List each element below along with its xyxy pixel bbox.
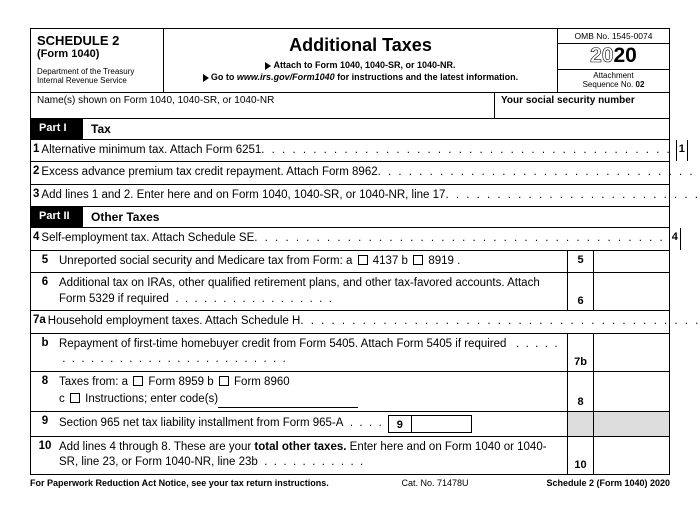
dept-line-2: Internal Revenue Service: [37, 77, 157, 86]
line-desc: Alternative minimum tax. Attach Form 625…: [41, 140, 675, 162]
triangle-icon: [203, 74, 209, 82]
line-1: 1 Alternative minimum tax. Attach Form 6…: [31, 140, 669, 163]
leader-dots: [378, 165, 700, 181]
part-2-bar: Part II Other Taxes: [31, 207, 669, 228]
line-9: 9 Section 965 net tax liability installm…: [31, 412, 669, 436]
part-1-title: Tax: [83, 119, 119, 139]
line-10: 10 Add lines 4 through 8. These are your…: [31, 436, 669, 474]
form-container: SCHEDULE 2 (Form 1040) Department of the…: [30, 28, 670, 475]
amount-field[interactable]: [593, 251, 669, 273]
line-number: 6: [31, 273, 59, 310]
checkbox-8959[interactable]: [133, 376, 143, 386]
attach-instruction: Attach to Form 1040, 1040-SR, or 1040-NR…: [170, 60, 551, 70]
line-desc: Additional tax on IRAs, other qualified …: [59, 273, 567, 310]
line-7a: 7a Household employment taxes. Attach Sc…: [31, 311, 669, 334]
line-number: 5: [31, 251, 59, 273]
leader-dots: [445, 188, 700, 204]
line-number: 2: [31, 162, 41, 184]
amount-field[interactable]: [593, 437, 669, 474]
line-number: 7a: [31, 311, 48, 333]
schedule-label: SCHEDULE 2: [37, 33, 157, 48]
line-number: 4: [31, 228, 41, 250]
line-number: 3: [31, 185, 41, 207]
line-number: 1: [31, 140, 41, 162]
leader-dots: [254, 231, 664, 247]
paperwork-notice: For Paperwork Reduction Act Notice, see …: [30, 478, 360, 488]
amount-field[interactable]: [593, 334, 669, 371]
amount-spacer: [593, 412, 669, 436]
part-2-title: Other Taxes: [83, 207, 167, 227]
line-8: 8 Taxes from: a Form 8959 b Form 8960 c …: [31, 372, 669, 412]
line-box: 7b: [567, 334, 593, 371]
amount-field[interactable]: [680, 228, 681, 250]
amount-field[interactable]: [593, 273, 669, 310]
part-2-label: Part II: [31, 207, 83, 227]
inline-amount-9[interactable]: [412, 415, 472, 433]
line-9-inline-box: 9: [388, 415, 412, 433]
goto-instruction: Go to www.irs.gov/Form1040 for instructi…: [170, 72, 551, 82]
name-field-label: Name(s) shown on Form 1040, 1040-SR, or …: [31, 93, 494, 118]
ssn-field-label: Your social security number: [494, 93, 669, 118]
code-entry-line[interactable]: [218, 397, 358, 408]
catalog-number: Cat. No. 71478U: [360, 478, 510, 488]
line-5: 5 Unreported social security and Medicar…: [31, 251, 669, 274]
line-2: 2 Excess advance premium tax credit repa…: [31, 162, 669, 185]
tax-year: 2020: [558, 44, 669, 70]
line-3: 3 Add lines 1 and 2. Enter here and on F…: [31, 185, 669, 208]
omb-number: OMB No. 1545-0074: [558, 29, 669, 44]
line-desc: Add lines 1 and 2. Enter here and on For…: [41, 185, 700, 207]
header-center: Additional Taxes Attach to Form 1040, 10…: [164, 29, 557, 92]
line-desc: Taxes from: a Form 8959 b Form 8960 c In…: [59, 372, 567, 411]
form-footer: For Paperwork Reduction Act Notice, see …: [30, 475, 670, 488]
part-1-label: Part I: [31, 119, 83, 139]
name-row: Name(s) shown on Form 1040, 1040-SR, or …: [31, 93, 669, 119]
line-box: 4: [669, 228, 680, 250]
amount-field[interactable]: [687, 140, 688, 162]
line-desc: Section 965 net tax liability installmen…: [59, 412, 567, 436]
line-6: 6 Additional tax on IRAs, other qualifie…: [31, 273, 669, 311]
sequence-box: Attachment Sequence No. 02: [558, 70, 669, 91]
header-right: OMB No. 1545-0074 2020 Attachment Sequen…: [557, 29, 669, 92]
amount-field[interactable]: [593, 372, 669, 411]
header-left: SCHEDULE 2 (Form 1040) Department of the…: [31, 29, 164, 92]
leader-dots: [261, 143, 671, 159]
checkbox-8919[interactable]: [413, 255, 423, 265]
line-box: 1: [676, 140, 687, 162]
form-title: Additional Taxes: [170, 35, 551, 56]
line-4: 4 Self-employment tax. Attach Schedule S…: [31, 228, 669, 251]
line-desc: Add lines 4 through 8. These are your to…: [59, 437, 567, 474]
checkbox-8960[interactable]: [219, 376, 229, 386]
line-box: 10: [567, 437, 593, 474]
form-label: (Form 1040): [37, 48, 157, 60]
checkbox-4137[interactable]: [358, 255, 368, 265]
line-box-spacer: [567, 412, 593, 436]
line-number: 9: [31, 412, 59, 436]
line-box: 5: [567, 251, 593, 273]
line-number: 8: [31, 372, 59, 411]
line-box: 6: [567, 273, 593, 310]
triangle-icon: [265, 62, 271, 70]
line-number: b: [31, 334, 59, 371]
checkbox-instructions[interactable]: [70, 393, 80, 403]
dept-block: Department of the Treasury Internal Reve…: [37, 68, 157, 86]
leader-dots: [300, 314, 700, 330]
line-desc: Household employment taxes. Attach Sched…: [48, 311, 700, 333]
line-number: 10: [31, 437, 59, 474]
line-7b: b Repayment of first-time homebuyer cred…: [31, 334, 669, 372]
line-desc: Repayment of first-time homebuyer credit…: [59, 334, 567, 371]
form-header: SCHEDULE 2 (Form 1040) Department of the…: [31, 29, 669, 93]
line-box: 8: [567, 372, 593, 411]
form-id-footer: Schedule 2 (Form 1040) 2020: [510, 478, 670, 488]
line-desc: Unreported social security and Medicare …: [59, 251, 567, 273]
part-1-bar: Part I Tax: [31, 119, 669, 140]
line-desc: Excess advance premium tax credit repaym…: [41, 162, 700, 184]
line-desc: Self-employment tax. Attach Schedule SE: [41, 228, 668, 250]
